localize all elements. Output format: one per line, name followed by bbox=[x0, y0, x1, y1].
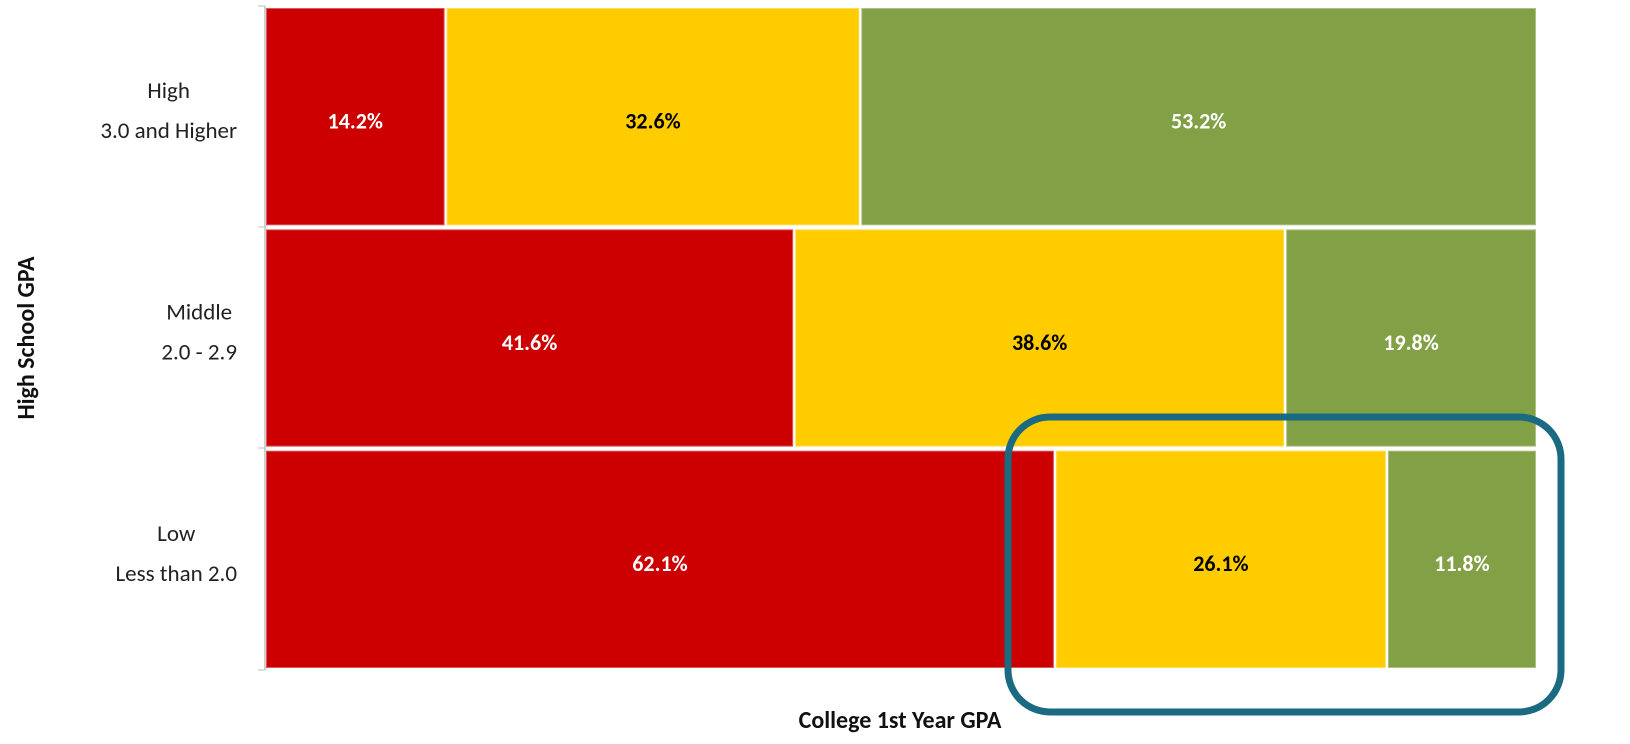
bar-segment bbox=[860, 7, 1537, 227]
y-tick-label: 3.0 and Higher bbox=[100, 117, 237, 145]
bar-segment bbox=[794, 228, 1286, 448]
value-label: 38.6% bbox=[1012, 329, 1067, 356]
bar-segment bbox=[265, 228, 795, 448]
value-label: 53.2% bbox=[1171, 108, 1226, 135]
highlight-box bbox=[1004, 413, 1565, 716]
y-tick-label: Low bbox=[157, 520, 196, 548]
value-label: 41.6% bbox=[502, 329, 557, 356]
y-axis-title: High School GPA bbox=[12, 256, 41, 420]
y-tick-label: Less than 2.0 bbox=[115, 560, 237, 588]
bar-segment bbox=[265, 449, 1055, 669]
y-tick-label: High bbox=[147, 77, 190, 105]
y-tick-label: 2.0 - 2.9 bbox=[161, 338, 237, 366]
plot-area: 14.2% 32.6% 53.2% 41.6% 38.6% 19.8% 62.1% 26.1%… bbox=[265, 7, 1538, 669]
value-label: 62.1% bbox=[632, 550, 687, 577]
value-label: 32.6% bbox=[625, 108, 680, 135]
bar-segment bbox=[1386, 449, 1538, 669]
value-label: 19.8% bbox=[1383, 329, 1438, 356]
bar-segment bbox=[1054, 449, 1387, 669]
value-label: 14.2% bbox=[328, 108, 383, 135]
value-label: 26.1% bbox=[1193, 550, 1248, 577]
bar-segment bbox=[265, 7, 446, 227]
x-axis-title: College 1st Year GPA bbox=[799, 706, 1002, 735]
y-tick-label: Middle bbox=[166, 298, 232, 326]
value-label: 11.8% bbox=[1434, 550, 1489, 577]
bar-segment bbox=[1285, 228, 1538, 448]
bar-segment bbox=[445, 7, 861, 227]
